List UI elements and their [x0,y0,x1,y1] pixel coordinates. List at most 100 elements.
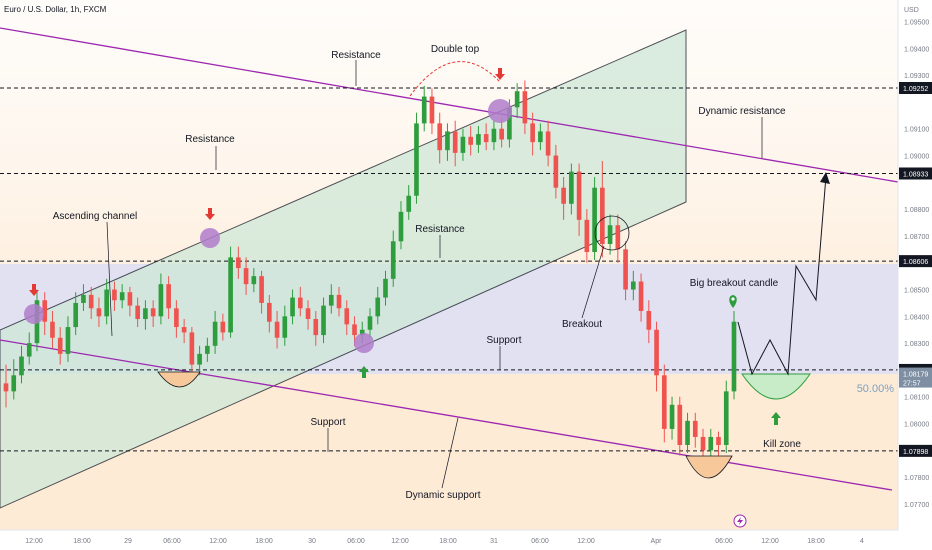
annotation-ascending-channel: Ascending channel [53,211,138,222]
annotation-support-low: Support [310,417,345,428]
candle-body [406,195,412,212]
y-tick-label: 1.08500 [904,288,929,295]
green-arrow-icon [771,412,781,425]
x-tick-label: 06:00 [715,538,733,545]
candle-body [150,308,156,317]
annotation-double-top: Double top [431,44,480,55]
x-tick-label: 06:00 [163,538,181,545]
level-price-label: 1.08933 [903,171,928,178]
candle-body [251,276,257,285]
candle-body [158,284,164,317]
candle-body [189,332,195,365]
red-arrow-icon [29,284,39,296]
candle-body [460,136,466,153]
level-price-label: 1.08606 [903,259,928,266]
candle-body [57,337,63,354]
candle-body [569,171,574,204]
candle-body [530,123,535,143]
y-tick-label: 1.09400 [904,46,929,53]
candle-body [561,187,566,204]
candle-body [19,356,24,376]
support-bowl-left [157,371,201,388]
candle-body [50,321,55,338]
candle-body [576,171,582,220]
candle-body [630,281,636,290]
candle-body [127,292,133,306]
candle-body [228,257,233,333]
fib-percent-label: 50.00% [857,383,895,395]
dynamic-support-line [0,339,893,491]
candle-body [452,131,458,153]
candle-body [654,329,659,376]
candle-body [26,343,32,357]
candle-body [429,96,435,124]
candle-body [367,316,373,330]
candle-body [112,289,117,301]
candle-body [716,436,721,445]
dynamic-resistance-line [0,27,899,183]
x-tick-label: 06:00 [531,538,549,545]
candle-body [522,91,528,124]
candle-body [3,383,9,392]
red-arrow-icon [495,68,505,80]
candle-body [88,294,94,309]
candle-body [212,321,218,346]
y-tick-label: 1.07800 [904,475,929,482]
projection-arrowhead [820,172,830,184]
y-tick-label: 1.09100 [904,127,929,134]
x-tick-label: 06:00 [347,538,365,545]
candle-body [81,294,86,303]
breakout-circle [594,215,630,251]
x-tick-label: 30 [308,538,316,545]
candle-body [220,321,226,333]
candle-body [414,123,419,196]
candle-body [282,316,288,338]
candle-body [669,404,675,429]
candle-body [96,308,102,317]
candle-body [499,128,504,140]
candle-body [638,281,644,311]
lightning-icon[interactable] [733,514,747,528]
pointer-line [106,221,113,337]
double-top-arc [409,61,501,97]
candle-body [514,91,520,108]
level-price-tag [899,255,932,268]
y-tick-label: 1.08400 [904,314,929,321]
candle-body [375,297,381,317]
candle-body [166,284,171,309]
candle-body [65,327,71,354]
y-tick-label: 1.08800 [904,207,929,214]
kill-zone-bowl [741,373,811,400]
candle-body [661,375,667,429]
candle-body [359,329,365,336]
level-price-label: 1.09252 [903,86,928,93]
price-levels [0,87,898,452]
candle-body [290,297,295,317]
level-price-tag [899,82,932,94]
y-tick-label: 1.07700 [904,502,929,509]
level-price-tags: 1.092521.089331.086061.082001.078981.081… [899,82,932,457]
candle-body [73,302,79,328]
candle-body [352,324,357,336]
annotation-breakout: Breakout [562,319,602,330]
x-tick-label: 12:00 [25,538,43,545]
time-axis [0,530,932,550]
x-tick-label: 18:00 [807,538,825,545]
y-tick-label: 1.09300 [904,73,929,80]
y-tick-label: 1.09500 [904,20,929,27]
x-tick-label: 12:00 [761,538,779,545]
annotation-dynamic-support: Dynamic support [405,490,480,501]
level-price-label: 1.07898 [903,449,928,456]
candle-body [615,225,621,250]
candle-body [607,225,613,244]
candle-body [390,241,396,279]
projection-path [737,175,827,376]
annotation-kill-zone: Kill zone [763,439,801,450]
candle-body [197,353,202,365]
currency-label: USD [904,7,919,14]
candle-body [104,289,110,317]
y-tick-label: 1.08100 [904,395,929,402]
candle-body [545,131,551,156]
annotation-resistance-left: Resistance [185,134,235,145]
